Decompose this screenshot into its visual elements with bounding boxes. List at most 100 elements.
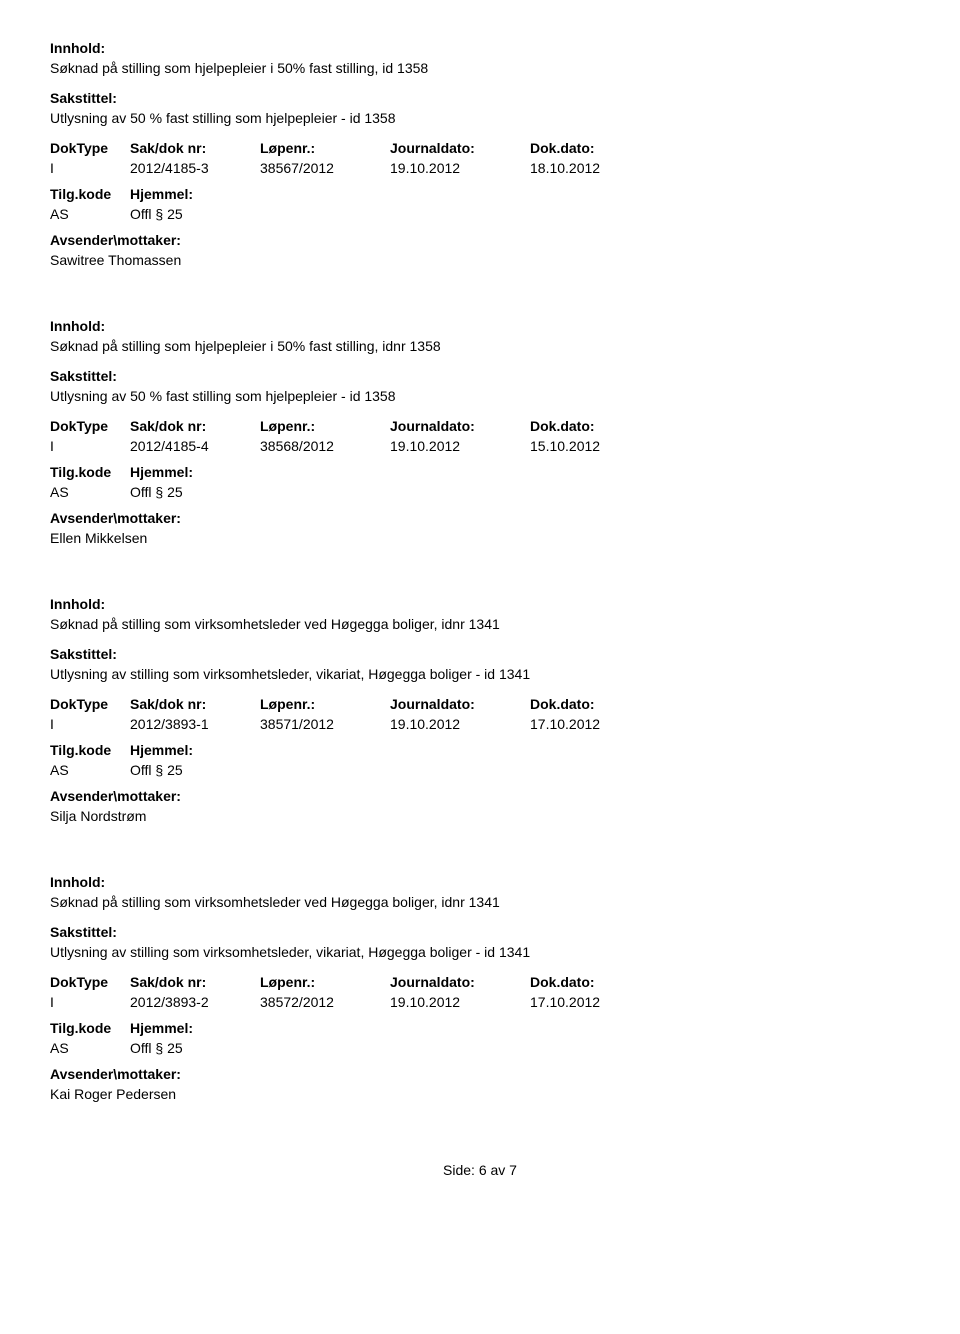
journaldato-value: 19.10.2012 <box>390 994 530 1010</box>
record-table-header: DokTypeSak/dok nr:Løpenr.:Journaldato:Do… <box>50 696 910 712</box>
avsender-value: Sawitree Thomassen <box>50 252 910 268</box>
hjemmel-value: Offl § 25 <box>130 762 183 778</box>
doktype-value: I <box>50 160 130 176</box>
avsender-value: Silja Nordstrøm <box>50 808 910 824</box>
dokdato-value: 17.10.2012 <box>530 994 660 1010</box>
doktype-value: I <box>50 438 130 454</box>
dokdato-header: Dok.dato: <box>530 974 660 990</box>
sakstittel-text: Utlysning av stilling som virksomhetsled… <box>50 944 910 960</box>
lopenr-value: 38572/2012 <box>260 994 390 1010</box>
tilgkode-value: AS <box>50 206 130 222</box>
tilgkode-label: Tilg.kode <box>50 1020 130 1036</box>
avsender-block: Avsender\mottaker: Ellen Mikkelsen <box>50 510 910 546</box>
record-table-row: I2012/4185-338567/201219.10.201218.10.20… <box>50 160 910 176</box>
dokdato-header: Dok.dato: <box>530 418 660 434</box>
hjemmel-value: Offl § 25 <box>130 206 183 222</box>
sakstittel-label: Sakstittel: <box>50 90 910 106</box>
innhold-text: Søknad på stilling som virksomhetsleder … <box>50 894 910 910</box>
sakstittel-label: Sakstittel: <box>50 368 910 384</box>
innhold-label: Innhold: <box>50 318 910 334</box>
dokdato-header: Dok.dato: <box>530 140 660 156</box>
tilgkode-value-row: ASOffl § 25 <box>50 762 910 778</box>
journaldato-value: 19.10.2012 <box>390 716 530 732</box>
saknr-header: Sak/dok nr: <box>130 696 260 712</box>
innhold-label: Innhold: <box>50 596 910 612</box>
hjemmel-label: Hjemmel: <box>130 742 193 758</box>
avsender-label: Avsender\mottaker: <box>50 788 910 804</box>
journaldato-header: Journaldato: <box>390 696 530 712</box>
journaldato-header: Journaldato: <box>390 974 530 990</box>
saknr-value: 2012/4185-3 <box>130 160 260 176</box>
doktype-value: I <box>50 716 130 732</box>
tilgkode-label: Tilg.kode <box>50 464 130 480</box>
doktype-value: I <box>50 994 130 1010</box>
innhold-text: Søknad på stilling som hjelpepleier i 50… <box>50 60 910 76</box>
doktype-header: DokType <box>50 696 130 712</box>
avsender-block: Avsender\mottaker: Silja Nordstrøm <box>50 788 910 824</box>
journal-record: Innhold:Søknad på stilling som virksomhe… <box>50 596 910 824</box>
saknr-value: 2012/3893-2 <box>130 994 260 1010</box>
tilgkode-value: AS <box>50 1040 130 1056</box>
hjemmel-label: Hjemmel: <box>130 464 193 480</box>
innhold-text: Søknad på stilling som hjelpepleier i 50… <box>50 338 910 354</box>
tilgkode-value-row: ASOffl § 25 <box>50 1040 910 1056</box>
sakstittel-text: Utlysning av 50 % fast stilling som hjel… <box>50 110 910 126</box>
tilgkode-value-row: ASOffl § 25 <box>50 206 910 222</box>
lopenr-value: 38567/2012 <box>260 160 390 176</box>
dokdato-value: 18.10.2012 <box>530 160 660 176</box>
tilgkode-header-row: Tilg.kodeHjemmel: <box>50 742 910 758</box>
innhold-label: Innhold: <box>50 40 910 56</box>
tilgkode-value-row: ASOffl § 25 <box>50 484 910 500</box>
record-table-header: DokTypeSak/dok nr:Løpenr.:Journaldato:Do… <box>50 418 910 434</box>
avsender-label: Avsender\mottaker: <box>50 232 910 248</box>
lopenr-value: 38571/2012 <box>260 716 390 732</box>
sakstittel-text: Utlysning av 50 % fast stilling som hjel… <box>50 388 910 404</box>
saknr-value: 2012/4185-4 <box>130 438 260 454</box>
innhold-label: Innhold: <box>50 874 910 890</box>
avsender-value: Kai Roger Pedersen <box>50 1086 910 1102</box>
saknr-header: Sak/dok nr: <box>130 974 260 990</box>
record-table-row: I2012/3893-238572/201219.10.201217.10.20… <box>50 994 910 1010</box>
doktype-header: DokType <box>50 140 130 156</box>
avsender-label: Avsender\mottaker: <box>50 510 910 526</box>
sakstittel-label: Sakstittel: <box>50 646 910 662</box>
hjemmel-label: Hjemmel: <box>130 1020 193 1036</box>
dokdato-header: Dok.dato: <box>530 696 660 712</box>
lopenr-header: Løpenr.: <box>260 974 390 990</box>
dokdato-value: 17.10.2012 <box>530 716 660 732</box>
sakstittel-text: Utlysning av stilling som virksomhetsled… <box>50 666 910 682</box>
tilgkode-header-row: Tilg.kodeHjemmel: <box>50 186 910 202</box>
lopenr-header: Løpenr.: <box>260 140 390 156</box>
page-footer: Side: 6 av 7 <box>50 1162 910 1178</box>
saknr-header: Sak/dok nr: <box>130 418 260 434</box>
record-table-row: I2012/3893-138571/201219.10.201217.10.20… <box>50 716 910 732</box>
tilgkode-value: AS <box>50 484 130 500</box>
saknr-header: Sak/dok nr: <box>130 140 260 156</box>
avsender-label: Avsender\mottaker: <box>50 1066 910 1082</box>
journal-record: Innhold: Søknad på stilling som hjelpeple… <box>50 40 910 268</box>
journal-record: Innhold: Søknad på stilling som virksomhe… <box>50 874 910 1102</box>
hjemmel-value: Offl § 25 <box>130 484 183 500</box>
journaldato-header: Journaldato: <box>390 140 530 156</box>
lopenr-header: Løpenr.: <box>260 418 390 434</box>
hjemmel-value: Offl § 25 <box>130 1040 183 1056</box>
sakstittel-label: Sakstittel: <box>50 924 910 940</box>
saknr-value: 2012/3893-1 <box>130 716 260 732</box>
dokdato-value: 15.10.2012 <box>530 438 660 454</box>
record-table-header: DokTypeSak/dok nr:Løpenr.:Journaldato:Do… <box>50 974 910 990</box>
avsender-block: Avsender\mottaker: Sawitree Thomassen <box>50 232 910 268</box>
journaldato-value: 19.10.2012 <box>390 160 530 176</box>
tilgkode-header-row: Tilg.kodeHjemmel: <box>50 464 910 480</box>
hjemmel-label: Hjemmel: <box>130 186 193 202</box>
avsender-block: Avsender\mottaker: Kai Roger Pedersen <box>50 1066 910 1102</box>
tilgkode-label: Tilg.kode <box>50 186 130 202</box>
journal-record: Innhold: Søknad på stilling som hjelpeple… <box>50 318 910 546</box>
lopenr-value: 38568/2012 <box>260 438 390 454</box>
lopenr-header: Løpenr.: <box>260 696 390 712</box>
tilgkode-value: AS <box>50 762 130 778</box>
journaldato-value: 19.10.2012 <box>390 438 530 454</box>
tilgkode-header-row: Tilg.kodeHjemmel: <box>50 1020 910 1036</box>
doktype-header: DokType <box>50 974 130 990</box>
avsender-value: Ellen Mikkelsen <box>50 530 910 546</box>
doktype-header: DokType <box>50 418 130 434</box>
